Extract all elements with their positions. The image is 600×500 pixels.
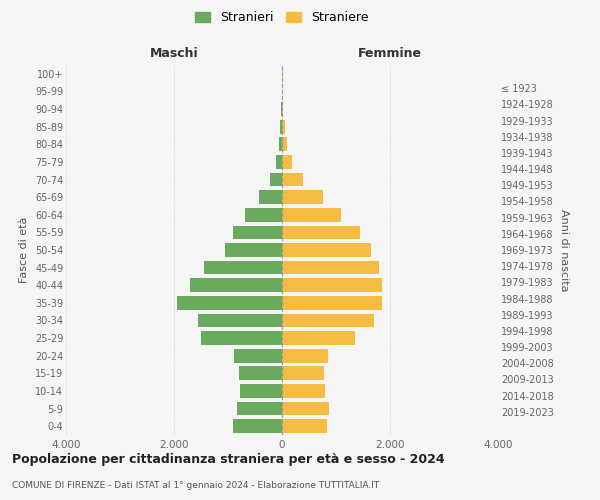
Bar xyxy=(282,278,382,292)
Bar xyxy=(259,190,282,204)
Bar xyxy=(176,296,282,310)
Text: Maschi: Maschi xyxy=(149,46,199,60)
Bar xyxy=(235,349,282,362)
Bar xyxy=(233,420,282,433)
Bar xyxy=(282,384,325,398)
Bar xyxy=(198,314,282,328)
Bar xyxy=(279,138,282,151)
Bar xyxy=(275,155,282,169)
Bar xyxy=(239,366,282,380)
Bar xyxy=(201,331,282,345)
Bar xyxy=(226,243,282,257)
Bar xyxy=(282,190,323,204)
Bar xyxy=(282,102,283,116)
Y-axis label: Anni di nascita: Anni di nascita xyxy=(559,209,569,291)
Text: Popolazione per cittadinanza straniera per età e sesso - 2024: Popolazione per cittadinanza straniera p… xyxy=(12,452,445,466)
Bar xyxy=(282,208,341,222)
Bar xyxy=(282,331,355,345)
Bar xyxy=(282,243,371,257)
Bar xyxy=(190,278,282,292)
Bar xyxy=(282,349,328,362)
Bar xyxy=(282,120,285,134)
Bar xyxy=(282,366,324,380)
Legend: Stranieri, Straniere: Stranieri, Straniere xyxy=(190,6,374,29)
Bar xyxy=(282,402,329,415)
Bar xyxy=(282,296,382,310)
Bar xyxy=(269,172,282,186)
Text: Femmine: Femmine xyxy=(358,46,422,60)
Bar xyxy=(240,384,282,398)
Bar xyxy=(282,314,374,328)
Bar xyxy=(282,260,379,274)
Bar xyxy=(282,155,292,169)
Text: COMUNE DI FIRENZE - Dati ISTAT al 1° gennaio 2024 - Elaborazione TUTTITALIA.IT: COMUNE DI FIRENZE - Dati ISTAT al 1° gen… xyxy=(12,480,379,490)
Bar xyxy=(233,226,282,239)
Bar xyxy=(282,226,360,239)
Bar xyxy=(280,120,282,134)
Y-axis label: Fasce di età: Fasce di età xyxy=(19,217,29,283)
Bar xyxy=(282,420,328,433)
Bar xyxy=(282,172,302,186)
Bar xyxy=(282,138,287,151)
Bar xyxy=(204,260,282,274)
Bar xyxy=(245,208,282,222)
Bar xyxy=(236,402,282,415)
